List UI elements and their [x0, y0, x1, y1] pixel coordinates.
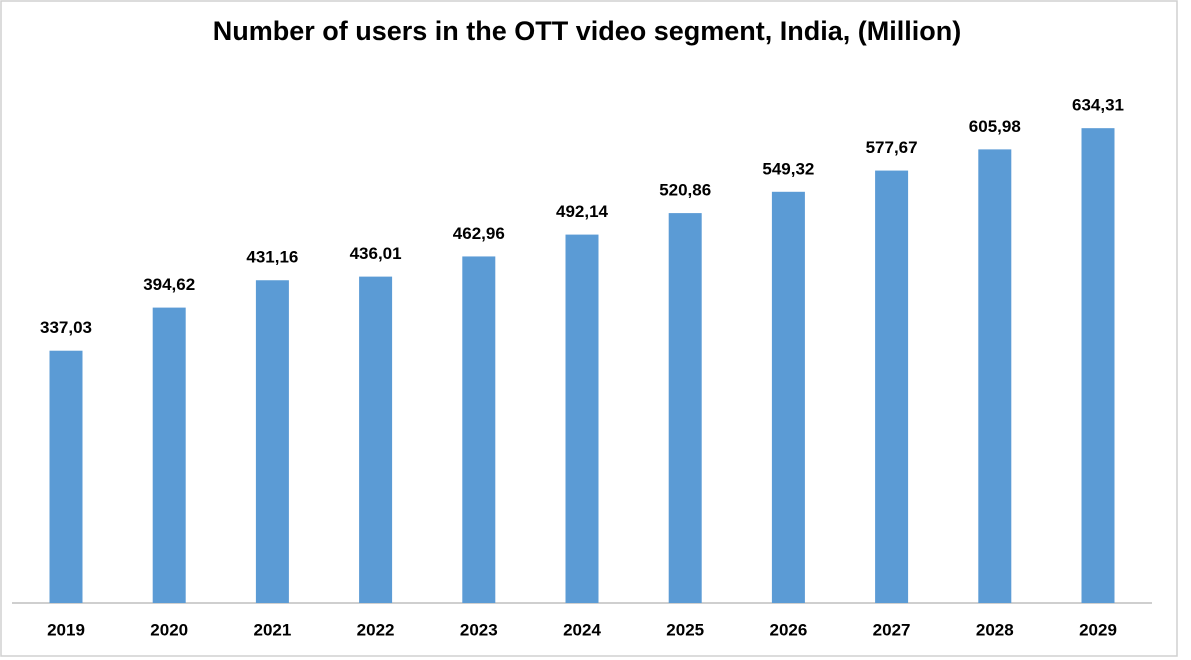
- x-tick-label: 2022: [357, 620, 395, 639]
- x-tick-label: 2029: [1079, 620, 1117, 639]
- data-label: 431,16: [246, 248, 298, 267]
- data-label: 634,31: [1072, 96, 1124, 115]
- x-tick-label: 2028: [976, 620, 1014, 639]
- x-tick-label: 2026: [769, 620, 807, 639]
- data-label: 549,32: [762, 159, 814, 178]
- bar: [359, 276, 393, 603]
- data-label: 436,01: [350, 244, 402, 263]
- data-label: 492,14: [556, 202, 609, 221]
- data-label: 577,67: [866, 138, 918, 157]
- bar: [771, 191, 805, 603]
- bar: [668, 213, 702, 603]
- bar: [255, 280, 289, 603]
- bar: [565, 234, 599, 603]
- bar: [978, 149, 1012, 604]
- x-tick-label: 2027: [873, 620, 911, 639]
- bar: [49, 350, 83, 603]
- x-tick-label: 2023: [460, 620, 498, 639]
- x-tick-label: 2025: [666, 620, 704, 639]
- data-label: 337,03: [40, 318, 92, 337]
- data-label: 462,96: [453, 224, 505, 243]
- data-label: 605,98: [969, 117, 1021, 136]
- bar: [152, 307, 186, 603]
- x-tick-label: 2020: [150, 620, 188, 639]
- x-tick-label: 2019: [47, 620, 85, 639]
- data-label: 520,86: [659, 181, 711, 200]
- bar: [1081, 128, 1115, 604]
- data-label: 394,62: [143, 275, 195, 294]
- bar: [462, 256, 496, 603]
- x-tick-label: 2024: [563, 620, 601, 639]
- bar: [875, 170, 909, 603]
- x-tick-label: 2021: [253, 620, 291, 639]
- chart-title: Number of users in the OTT video segment…: [213, 16, 962, 46]
